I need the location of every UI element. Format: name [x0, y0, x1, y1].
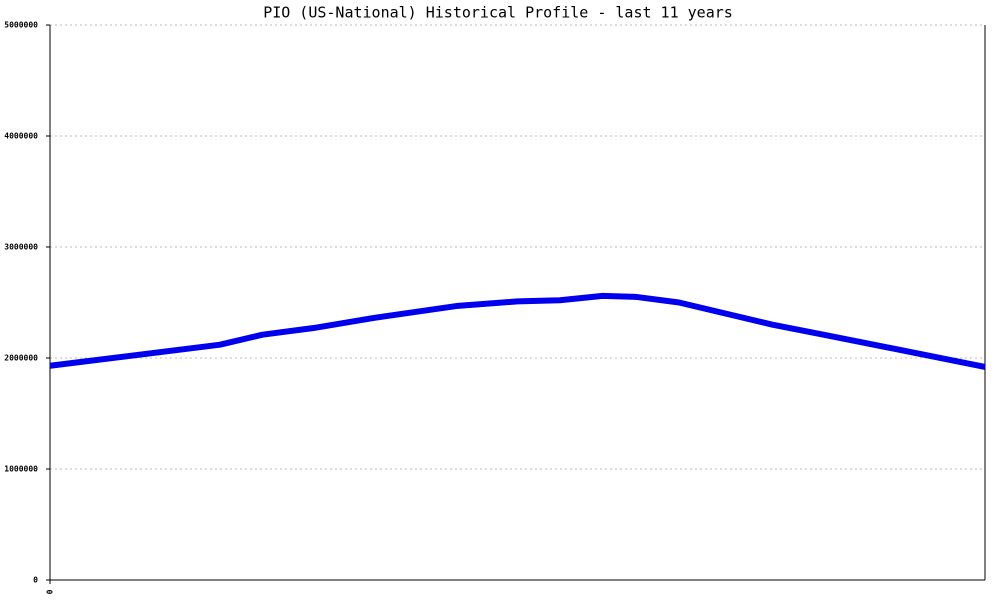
x-tick-label: 0 [46, 589, 55, 594]
y-tick-label: 0 [33, 576, 38, 585]
y-tick-label: 5000000 [4, 21, 38, 30]
chart-title: PIO (US-National) Historical Profile - l… [263, 4, 733, 22]
y-tick-label: 2000000 [4, 354, 38, 363]
y-tick-label: 3000000 [4, 243, 38, 252]
data-line [49, 292, 986, 370]
y-tick-label: 4000000 [4, 132, 38, 141]
y-tick-label: 1000000 [4, 465, 38, 474]
